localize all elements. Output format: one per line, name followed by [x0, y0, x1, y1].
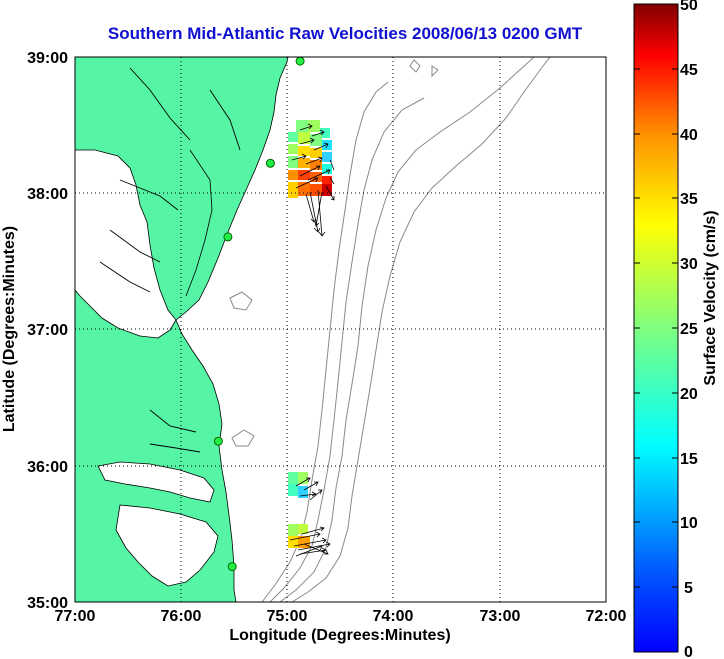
- lon-tick-label: 72:00: [586, 608, 627, 625]
- plot-frame: [74, 56, 607, 603]
- radar-station-marker: [295, 57, 305, 66]
- x-axis-label: Longitude (Degrees:Minutes): [229, 627, 450, 644]
- velocity-patches: [288, 120, 332, 548]
- colorbar-tick-label: 35: [680, 191, 698, 208]
- colorbar-tick-marks: [634, 68, 678, 588]
- map-plot-area: [75, 57, 606, 602]
- lat-tick-label: 35:00: [27, 595, 68, 612]
- colorbar-tick-labels: 50 45 40 35 30 25 20 15 10 5 0: [680, 0, 698, 659]
- lon-tick-label: 77:00: [55, 608, 96, 625]
- map-grid: [75, 57, 606, 602]
- lon-tick-label: 74:00: [373, 608, 414, 625]
- colorbar-tick-label: 15: [680, 451, 698, 468]
- radar-station-marker: [265, 158, 275, 168]
- colorbar-label: Surface Velocity (cm/s): [702, 210, 719, 385]
- radar-station-marker: [213, 436, 223, 446]
- lat-tick-label: 36:00: [27, 459, 68, 476]
- y-axis-label: Latitude (Degrees:Minutes): [1, 226, 18, 432]
- map-title: Southern Mid-Atlantic Raw Velocities 200…: [108, 24, 583, 43]
- lat-tick-label: 38:00: [27, 186, 68, 203]
- colorbar-tick-label: 40: [680, 127, 698, 144]
- colorbar-tick-label: 10: [680, 515, 698, 532]
- lon-tick-label: 76:00: [161, 608, 202, 625]
- longitude-tick-labels: 77:00 76:00 75:00 74:00 73:00 72:00: [55, 608, 627, 625]
- colorbar-tick-label: 0: [684, 644, 693, 659]
- radar-stations: [213, 57, 305, 572]
- colorbar-tick-label: 50: [680, 0, 698, 14]
- colorbar-tick-label: 25: [680, 321, 698, 338]
- colorbar: [633, 3, 679, 653]
- lat-tick-label: 39:00: [27, 50, 68, 67]
- colorbar-tick-label: 5: [684, 580, 693, 597]
- radar-station-marker: [227, 562, 237, 572]
- lon-tick-label: 75:00: [267, 608, 308, 625]
- colorbar-tick-label: 20: [680, 386, 698, 403]
- latitude-tick-labels: 39:00 38:00 37:00 36:00 35:00: [27, 50, 68, 612]
- land-mass: [75, 57, 289, 602]
- colorbar-tick-label: 30: [680, 256, 698, 273]
- colorbar-tick-label: 45: [680, 62, 698, 79]
- lon-tick-label: 73:00: [480, 608, 521, 625]
- radar-station-marker: [223, 232, 233, 242]
- lat-tick-label: 37:00: [27, 322, 68, 339]
- velocity-vectors: [289, 123, 335, 557]
